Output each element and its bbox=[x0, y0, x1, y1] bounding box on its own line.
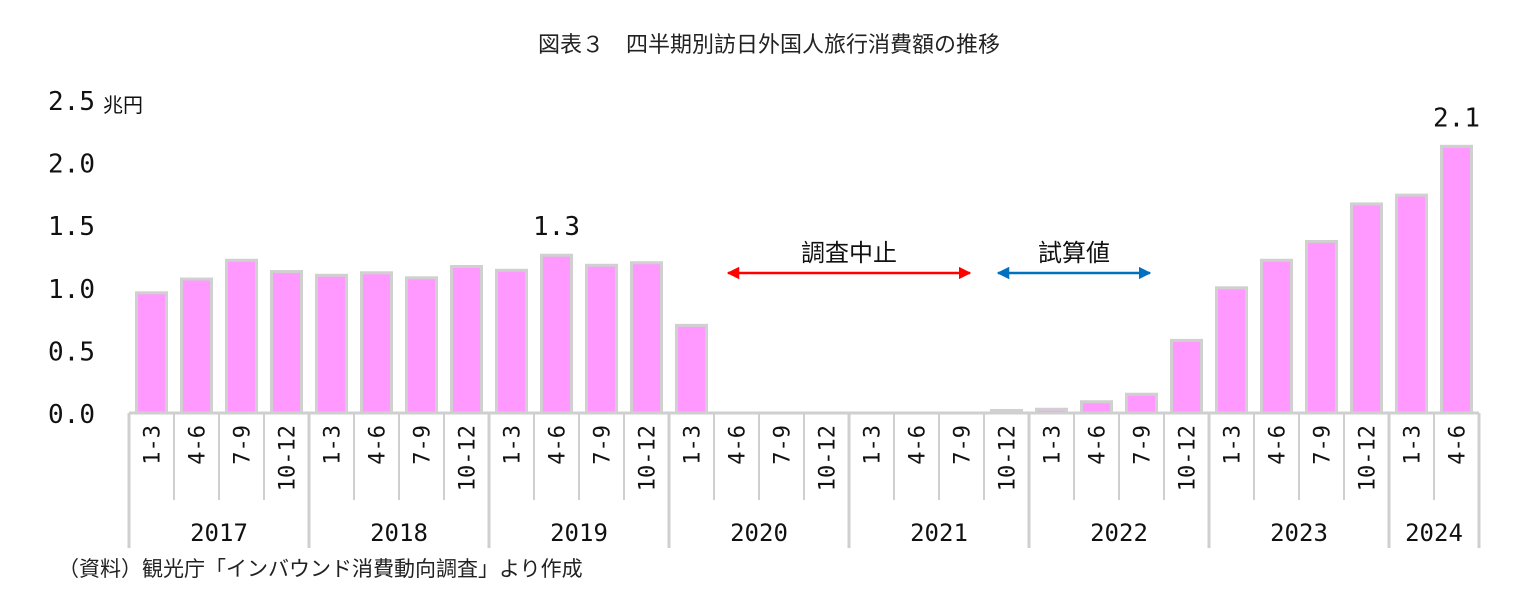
quarter-label: 4-6 bbox=[366, 425, 391, 465]
quarter-label: 7-9 bbox=[1311, 425, 1336, 465]
quarter-label: 1-3 bbox=[321, 425, 346, 465]
quarter-label: 7-9 bbox=[951, 425, 976, 465]
bar bbox=[180, 277, 213, 415]
quarter-label: 7-9 bbox=[771, 425, 796, 465]
bar bbox=[360, 271, 393, 415]
quarter-label: 1-3 bbox=[141, 425, 166, 465]
y-tick-label: 0.5 bbox=[48, 337, 95, 367]
quarter-label: 10-12 bbox=[1176, 425, 1201, 491]
quarter-label: 10-12 bbox=[456, 425, 481, 491]
bar bbox=[315, 273, 348, 415]
quarter-label: 1-3 bbox=[1041, 425, 1066, 465]
chart-title: 図表３ 四半期別訪日外国人旅行消費額の推移 bbox=[538, 33, 1000, 58]
x-axis: 1-3 4-6 7-9 10-12 2017 1-3 4-6 7-9 10-12 2018 1-3 4… bbox=[127, 411, 1481, 548]
year-label: 2024 bbox=[1405, 519, 1463, 547]
annotation-label: 試算値 bbox=[1038, 239, 1110, 267]
bar bbox=[675, 323, 708, 415]
quarter-label: 1-3 bbox=[501, 425, 526, 465]
year-label: 2017 bbox=[190, 519, 248, 547]
quarter-label: 10-12 bbox=[816, 425, 841, 491]
quarter-label: 4-6 bbox=[906, 425, 931, 465]
quarter-label: 4-6 bbox=[1086, 425, 1111, 465]
year-label: 2020 bbox=[730, 519, 788, 547]
y-unit-label: 兆円 bbox=[103, 93, 143, 117]
quarter-label: 1-3 bbox=[1221, 425, 1246, 465]
bar bbox=[1305, 239, 1338, 415]
bar bbox=[225, 258, 258, 415]
bar bbox=[1170, 338, 1203, 415]
data-label: 2.1 bbox=[1433, 103, 1480, 133]
quarter-label: 4-6 bbox=[1266, 425, 1291, 465]
bar bbox=[1350, 202, 1383, 415]
quarter-label: 10-12 bbox=[1356, 425, 1381, 491]
bar bbox=[450, 265, 483, 415]
bar bbox=[1125, 392, 1158, 415]
quarter-label: 10-12 bbox=[996, 425, 1021, 491]
quarter-label: 7-9 bbox=[1131, 425, 1156, 465]
bar bbox=[135, 291, 168, 415]
quarter-label: 7-9 bbox=[591, 425, 616, 465]
y-tick-label: 2.0 bbox=[48, 150, 95, 180]
bar bbox=[585, 263, 618, 415]
year-label: 2021 bbox=[910, 519, 968, 547]
bar bbox=[1080, 400, 1113, 415]
bar bbox=[1260, 258, 1293, 415]
year-label: 2019 bbox=[550, 519, 608, 547]
quarter-label: 10-12 bbox=[276, 425, 301, 491]
quarter-label: 7-9 bbox=[411, 425, 436, 465]
quarter-label: 4-6 bbox=[1446, 425, 1471, 465]
source-note: （資料）観光庁「インバウンド消費動向調査」より作成 bbox=[58, 557, 583, 581]
quarter-label: 1-3 bbox=[861, 425, 886, 465]
data-label: 1.3 bbox=[533, 212, 580, 242]
annotation-label: 調査中止 bbox=[801, 239, 897, 267]
quarter-label: 4-6 bbox=[546, 425, 571, 465]
year-label: 2018 bbox=[370, 519, 428, 547]
bar bbox=[1215, 286, 1248, 415]
quarter-label: 1-3 bbox=[681, 425, 706, 465]
bar bbox=[495, 268, 528, 415]
y-tick-label: 0.0 bbox=[48, 400, 95, 430]
bar bbox=[1395, 193, 1428, 415]
quarter-label: 1-3 bbox=[1401, 425, 1426, 465]
y-axis: 0.0 0.5 1.0 1.5 2.0 2.5 bbox=[48, 87, 95, 430]
y-tick-label: 1.0 bbox=[48, 275, 95, 305]
quarter-label: 4-6 bbox=[726, 425, 751, 465]
quarter-label: 4-6 bbox=[186, 425, 211, 465]
bars bbox=[135, 144, 1473, 415]
annotations: 調査中止 試算値 bbox=[726, 239, 1152, 280]
bar bbox=[405, 276, 438, 415]
y-tick-label: 1.5 bbox=[48, 212, 95, 242]
quarter-label: 7-9 bbox=[231, 425, 256, 465]
bar bbox=[630, 261, 663, 415]
year-label: 2022 bbox=[1090, 519, 1148, 547]
quarter-label: 10-12 bbox=[636, 425, 661, 491]
year-label: 2023 bbox=[1270, 519, 1328, 547]
y-tick-label: 2.5 bbox=[48, 87, 95, 117]
bar bbox=[1440, 144, 1473, 415]
bar bbox=[270, 270, 303, 415]
bar bbox=[540, 253, 573, 415]
data-labels: 1.3 2.1 bbox=[533, 103, 1480, 242]
